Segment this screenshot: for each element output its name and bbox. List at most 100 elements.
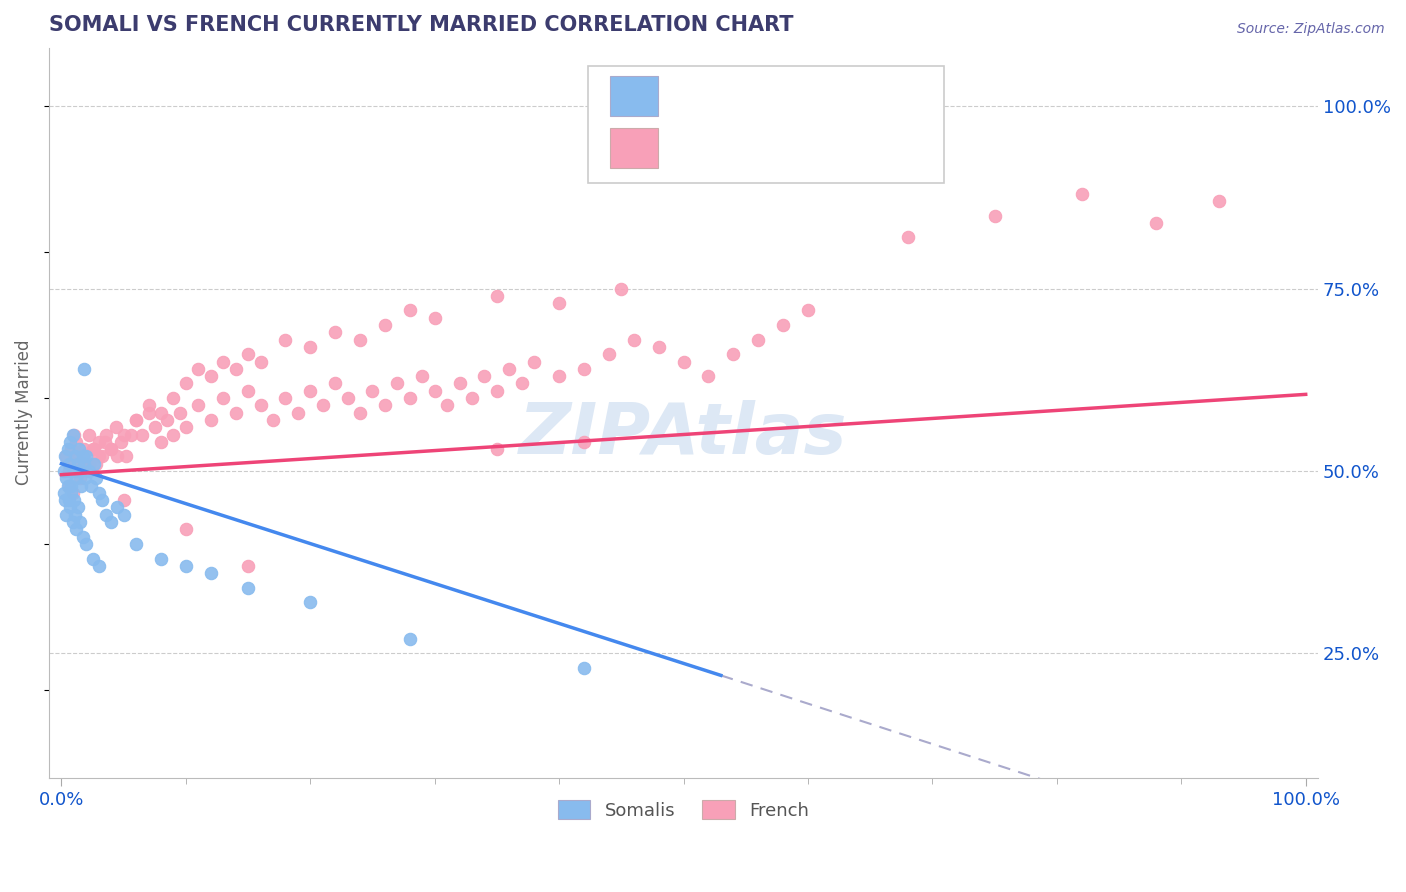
Text: 0.172: 0.172 (721, 143, 785, 161)
Legend: Somalis, French: Somalis, French (551, 793, 817, 827)
Point (312, 398, 335, 412)
Point (896, 230, 918, 244)
Point (80, 478, 103, 492)
Point (485, 289, 508, 303)
Point (523, 354, 546, 368)
Point (67, 442, 90, 456)
Point (65, 522, 87, 536)
Point (262, 413, 284, 427)
Point (156, 413, 179, 427)
Point (73, 450, 96, 464)
Point (75, 450, 97, 464)
Point (125, 413, 148, 427)
Point (572, 661, 595, 675)
Point (100, 442, 122, 456)
Point (110, 434, 132, 449)
Point (336, 391, 359, 405)
Point (58, 493, 80, 508)
Point (65, 464, 87, 478)
Point (672, 354, 695, 368)
Point (53, 450, 76, 464)
Point (60, 442, 83, 456)
Point (174, 522, 197, 536)
Point (1144, 216, 1167, 230)
Point (96, 427, 118, 442)
Point (53, 493, 76, 508)
Point (63, 457, 86, 471)
Point (65, 471, 87, 485)
FancyBboxPatch shape (588, 66, 943, 183)
Point (52, 486, 75, 500)
Point (387, 376, 409, 391)
Point (138, 406, 160, 420)
Point (63, 493, 86, 508)
Point (436, 398, 458, 412)
Point (423, 384, 446, 398)
Point (323, 326, 346, 340)
Point (449, 376, 471, 391)
Point (96, 508, 118, 522)
Point (187, 398, 209, 412)
Point (58, 478, 80, 492)
Point (236, 347, 259, 361)
Text: -0.499: -0.499 (721, 91, 786, 109)
Point (58, 457, 80, 471)
Point (55, 450, 77, 464)
Point (236, 384, 259, 398)
Point (87, 558, 110, 573)
Point (69, 464, 91, 478)
Point (59, 434, 82, 449)
Point (138, 398, 160, 412)
Point (510, 376, 533, 391)
Point (610, 281, 633, 295)
FancyBboxPatch shape (610, 76, 658, 116)
Point (398, 391, 420, 405)
Point (59, 500, 82, 515)
Point (75, 457, 97, 471)
Point (112, 427, 135, 442)
Point (572, 434, 595, 449)
Point (411, 369, 433, 384)
Point (72, 450, 94, 464)
Point (84, 471, 107, 485)
Point (56, 478, 79, 492)
Point (58, 464, 80, 478)
Point (66, 457, 89, 471)
Text: 54: 54 (865, 91, 890, 109)
Point (323, 376, 346, 391)
Point (299, 384, 322, 398)
Point (225, 406, 247, 420)
Point (598, 347, 620, 361)
Point (112, 508, 135, 522)
Point (572, 361, 595, 376)
Point (236, 581, 259, 595)
Point (63, 464, 86, 478)
Point (723, 347, 745, 361)
Point (65, 434, 87, 449)
Point (162, 427, 184, 442)
Point (212, 391, 235, 405)
Text: SOMALI VS FRENCH CURRENTLY MARRIED CORRELATION CHART: SOMALI VS FRENCH CURRENTLY MARRIED CORRE… (49, 15, 793, 35)
Point (361, 384, 384, 398)
Point (87, 434, 110, 449)
Point (485, 442, 508, 456)
Text: R =: R = (671, 143, 710, 161)
Point (349, 406, 371, 420)
Point (56, 442, 79, 456)
Point (63, 450, 86, 464)
Text: R =: R = (671, 91, 710, 109)
Y-axis label: Currently Married: Currently Married (15, 340, 32, 485)
Point (548, 296, 571, 310)
Point (72, 530, 94, 544)
Point (94, 434, 117, 449)
Point (200, 413, 222, 427)
Point (91, 493, 114, 508)
Point (747, 333, 769, 347)
Point (77, 427, 100, 442)
Point (73, 457, 96, 471)
Point (107, 450, 129, 464)
Point (100, 515, 122, 529)
Point (73, 361, 96, 376)
Point (105, 420, 128, 434)
Text: ZIPAtlas: ZIPAtlas (519, 400, 848, 469)
